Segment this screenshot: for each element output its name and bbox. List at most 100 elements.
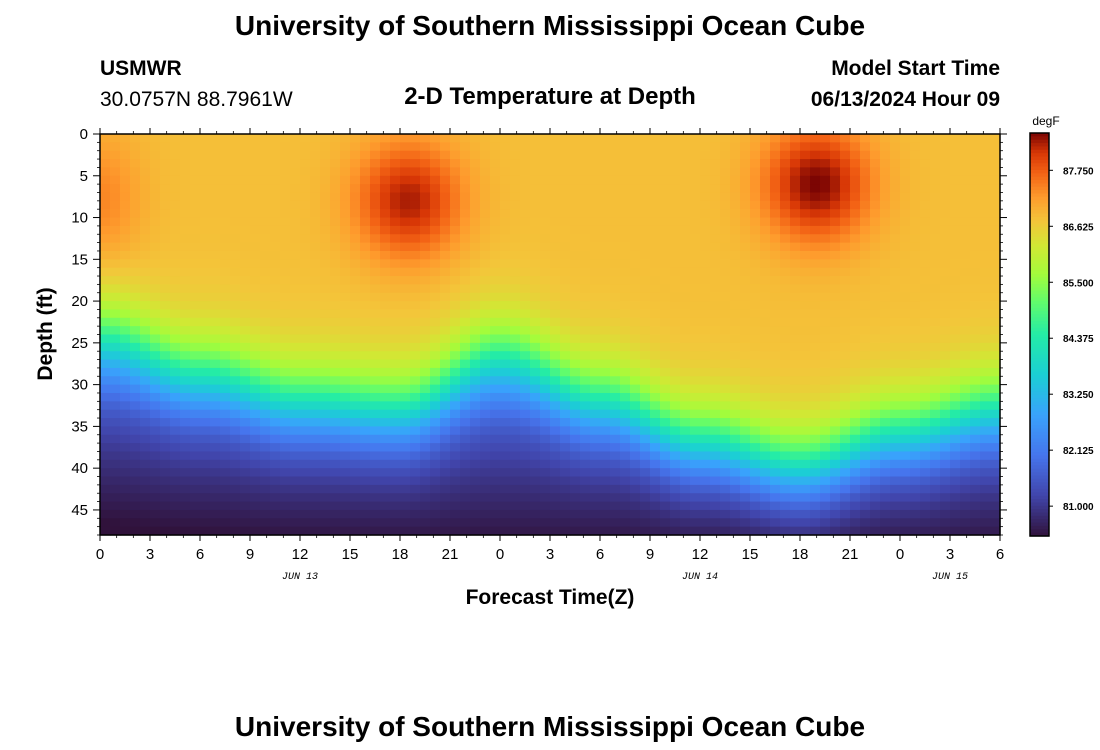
- heatmap-cell: [860, 351, 871, 361]
- model-start-value: 06/13/2024 Hour 09: [810, 88, 1000, 111]
- heatmap-cell: [370, 334, 381, 344]
- heatmap-cell: [290, 426, 301, 436]
- heatmap-cell: [600, 526, 611, 536]
- heatmap-cell: [750, 301, 761, 311]
- heatmap-cell: [440, 351, 451, 361]
- heatmap-cell: [840, 468, 851, 478]
- heatmap-cell: [400, 434, 411, 444]
- heatmap-cell: [760, 426, 771, 436]
- heatmap-cell: [170, 409, 181, 419]
- heatmap-cell: [270, 159, 281, 169]
- heatmap-cell: [550, 234, 561, 244]
- heatmap-cell: [350, 301, 361, 311]
- heatmap-cell: [580, 326, 591, 336]
- heatmap-cell: [600, 367, 611, 377]
- heatmap-cell: [790, 326, 801, 336]
- heatmap-cell: [940, 326, 951, 336]
- heatmap-cell: [880, 259, 891, 269]
- heatmap-cell: [610, 418, 621, 427]
- heatmap-cell: [520, 526, 531, 536]
- heatmap-cell: [350, 376, 361, 386]
- heatmap-cell: [900, 384, 911, 394]
- heatmap-cell: [120, 225, 131, 235]
- heatmap-cell: [650, 367, 661, 377]
- heatmap-cell: [480, 367, 491, 377]
- heatmap-cell: [560, 242, 571, 252]
- heatmap-cell: [600, 342, 611, 352]
- heatmap-cell: [870, 367, 881, 377]
- heatmap-cell: [680, 259, 691, 269]
- colorbar-swatch: [1030, 210, 1049, 215]
- heatmap-cell: [740, 367, 751, 377]
- heatmap-cell: [250, 150, 261, 160]
- heatmap-cell: [840, 484, 851, 494]
- heatmap-cell: [890, 276, 901, 285]
- heatmap-cell: [500, 334, 511, 344]
- heatmap-cell: [910, 159, 921, 169]
- heatmap-cell: [430, 376, 441, 386]
- heatmap-cell: [130, 509, 141, 519]
- heatmap-cell: [190, 359, 201, 369]
- heatmap-cell: [810, 175, 821, 185]
- heatmap-cell: [180, 200, 191, 210]
- colorbar-swatch: [1030, 428, 1049, 433]
- heatmap-cell: [500, 376, 511, 386]
- heatmap-cell: [890, 493, 901, 503]
- heatmap-cell: [940, 443, 951, 453]
- heatmap-cell: [470, 159, 481, 169]
- heatmap-cell: [640, 443, 651, 453]
- heatmap-cell: [370, 167, 381, 177]
- heatmap-cell: [100, 142, 111, 152]
- heatmap-cell: [400, 351, 411, 361]
- heatmap-cell: [230, 301, 241, 311]
- heatmap-cell: [500, 267, 511, 277]
- heatmap-cell: [620, 259, 631, 269]
- heatmap-cell: [220, 200, 231, 210]
- heatmap-cell: [960, 292, 971, 302]
- heatmap-cell: [750, 200, 761, 210]
- heatmap-cell: [270, 359, 281, 369]
- heatmap-cell: [740, 468, 751, 478]
- heatmap-cell: [820, 418, 831, 427]
- heatmap-cell: [510, 509, 521, 519]
- heatmap-cell: [760, 175, 771, 185]
- heatmap-cell: [940, 518, 951, 528]
- heatmap-cell: [840, 175, 851, 185]
- heatmap-cell: [120, 401, 131, 411]
- heatmap-cell: [500, 409, 511, 419]
- heatmap-cell: [960, 367, 971, 377]
- heatmap-cell: [970, 426, 981, 436]
- heatmap-cell: [380, 392, 391, 402]
- heatmap-cell: [390, 225, 401, 235]
- heatmap-cell: [880, 301, 891, 311]
- heatmap-cell: [510, 342, 521, 352]
- heatmap-cell: [540, 376, 551, 386]
- heatmap-cell: [170, 242, 181, 252]
- heatmap-cell: [170, 167, 181, 177]
- heatmap-cell: [310, 317, 321, 327]
- heatmap-cell: [830, 509, 841, 519]
- heatmap-cell: [820, 284, 831, 294]
- heatmap-cell: [910, 476, 921, 486]
- heatmap-cell: [410, 192, 421, 202]
- heatmap-cell: [580, 175, 591, 185]
- heatmap-cell: [180, 509, 191, 519]
- heatmap-cell: [950, 225, 961, 235]
- heatmap-cell: [790, 476, 801, 486]
- heatmap-cell: [190, 292, 201, 302]
- heatmap-cell: [440, 476, 451, 486]
- heatmap-cell: [380, 518, 391, 528]
- heatmap-cell: [120, 259, 131, 269]
- heatmap-cell: [710, 309, 721, 319]
- heatmap-cell: [870, 334, 881, 344]
- heatmap-cell: [770, 334, 781, 344]
- heatmap-cell: [150, 459, 161, 469]
- heatmap-cell: [540, 359, 551, 369]
- heatmap-cell: [940, 242, 951, 252]
- heatmap-cell: [690, 317, 701, 327]
- heatmap-cell: [980, 150, 991, 160]
- heatmap-cell: [180, 192, 191, 202]
- heatmap-cell: [950, 267, 961, 277]
- heatmap-cell: [780, 225, 791, 235]
